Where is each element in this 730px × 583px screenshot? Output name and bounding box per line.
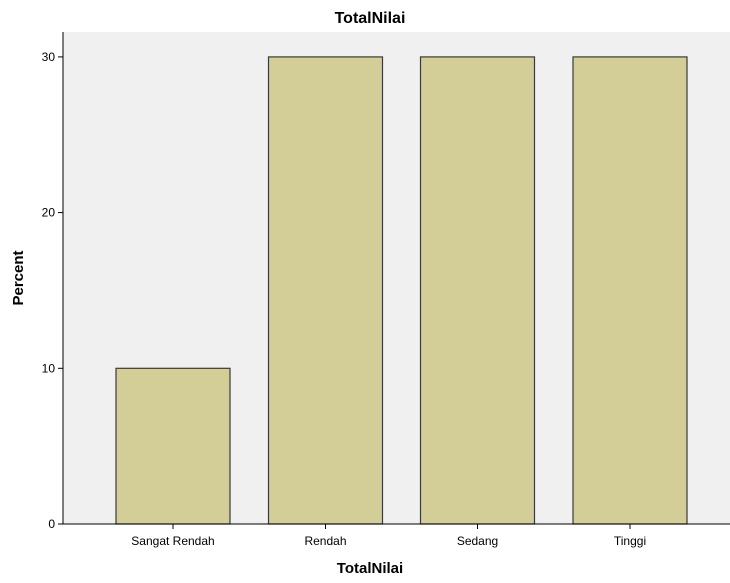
y-tick-label: 30 xyxy=(42,50,56,64)
y-tick-label: 10 xyxy=(42,361,56,375)
chart-title: TotalNilai xyxy=(335,10,406,27)
y-tick-label: 20 xyxy=(42,206,56,220)
x-tick-label: Rendah xyxy=(304,534,346,548)
x-tick-label: Sedang xyxy=(457,534,498,548)
x-axis-title: TotalNilai xyxy=(337,560,403,577)
x-tick-label: Tinggi xyxy=(614,534,646,548)
bar-rendah xyxy=(267,56,384,525)
bars-group xyxy=(115,56,688,525)
bar-tinggi xyxy=(572,56,688,525)
bar-sangat-rendah xyxy=(115,367,231,525)
x-axis: Sangat Rendah Rendah Sedang Tinggi xyxy=(63,523,730,548)
y-axis: 0 10 20 30 xyxy=(42,32,64,531)
y-tick-label: 0 xyxy=(48,517,55,531)
y-axis-title: Percent xyxy=(10,250,27,305)
x-tick-label: Sangat Rendah xyxy=(131,534,214,548)
bar-sedang xyxy=(419,56,536,525)
